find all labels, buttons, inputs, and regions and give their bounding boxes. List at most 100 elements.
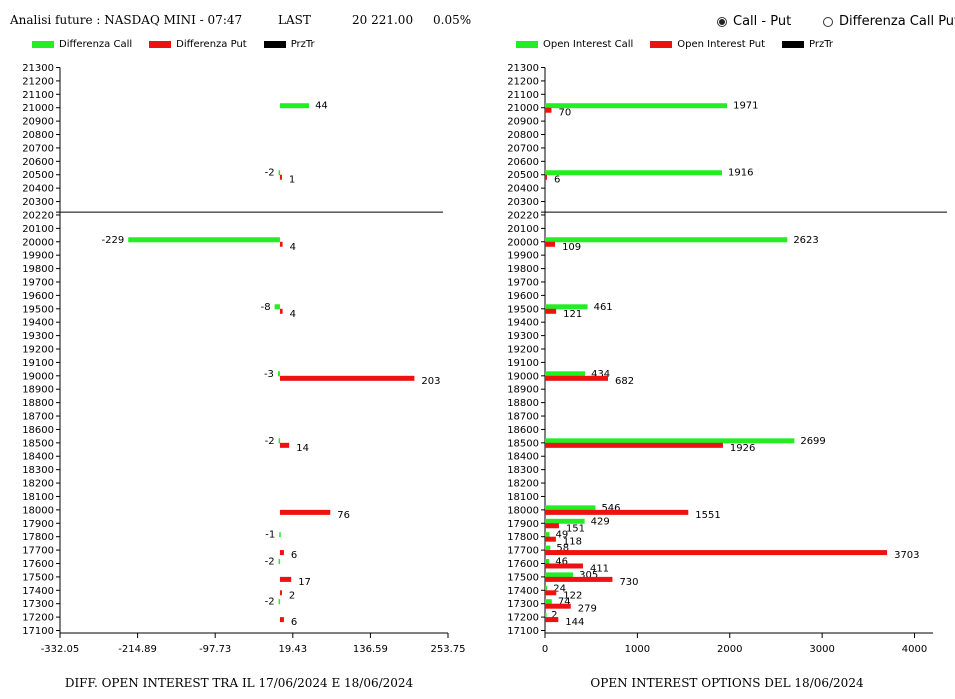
right-x-tick-label: 1000 [625,644,650,655]
left-put-data-label: 1 [289,175,295,186]
right-y-tick-label: 19300 [507,331,539,342]
right-put-bar [545,107,552,113]
right-y-tick-label: 17700 [507,546,539,557]
left-put-bar [279,617,284,623]
left-y-tick-label: 18200 [22,479,54,490]
left-y-tick-label: 17500 [22,572,54,583]
right-y-tick-label: 20800 [507,130,539,141]
legend-swatch-price [263,41,286,48]
right-put-bar [545,442,723,448]
right-y-tick-label: 19000 [507,371,539,382]
right-y-tick-label: 20000 [507,237,539,248]
left-call-data-label: -2 [265,436,275,447]
right-put-data-label: 279 [578,604,597,615]
right-y-tick-label: 18000 [507,505,539,516]
right-call-bar [545,545,551,551]
legend-item-oi-call: Open Interest Call [516,39,633,50]
right-call-bar [545,518,585,524]
right-put-bar [545,509,689,515]
right-y-tick-label: 17200 [507,613,539,624]
right-put-data-label: 411 [590,563,609,574]
left-y-tick-label: 18900 [22,385,54,396]
left-call-bar [278,599,281,605]
left-y-tick-label: 20000 [22,237,54,248]
right-call-bar [545,371,586,377]
left-put-bar [279,590,282,596]
left-put-data-label: 6 [291,550,297,561]
left-put-data-label: 2 [289,590,295,601]
right-call-data-label: 546 [601,503,620,514]
legend-swatch-oi-call [516,41,538,48]
right-put-data-label: 682 [615,376,634,387]
right-call-bar [545,170,723,176]
right-y-tick-label: 17300 [507,599,539,610]
right-y-tick-label: 20500 [507,170,539,181]
left-y-tick-label: 19800 [22,264,54,275]
right-y-tick-label: 18200 [507,479,539,490]
left-y-tick-label: 19700 [22,277,54,288]
right-y-tick-label: 19500 [507,304,539,315]
left-y-tick-label: 20220 [22,210,54,221]
right-call-data-label: 2699 [800,436,825,447]
right-y-tick-label: 17400 [507,586,539,597]
right-call-bar [545,438,795,444]
last-label: LAST [278,13,311,27]
left-x-tick-label: 19.43 [278,644,307,655]
left-put-bar [279,174,282,180]
legend-swatch-oi-put [650,41,673,48]
radio-differenza-call-put[interactable]: Differenza Call Put [823,14,955,29]
left-y-tick-label: 17900 [22,519,54,530]
left-y-tick-label: 19300 [22,331,54,342]
right-call-data-label: 305 [579,570,598,581]
left-y-tick-label: 20400 [22,184,54,195]
left-y-tick-label: 21200 [22,76,54,87]
radio-call-put-label: Call - Put [733,14,792,29]
left-y-tick-label: 17100 [22,626,54,637]
left-y-tick-label: 19400 [22,318,54,329]
left-y-tick-label: 21000 [22,103,54,114]
left-y-tick-label: 20800 [22,130,54,141]
right-put-data-label: 144 [565,617,584,628]
right-y-tick-label: 19900 [507,251,539,262]
left-y-tick-label: 18400 [22,452,54,463]
right-y-tick-label: 18800 [507,398,539,409]
left-y-tick-label: 20900 [22,117,54,128]
left-call-bar [279,103,310,109]
right-put-bar [545,523,559,529]
right-call-bar [545,103,728,109]
right-call-data-label: 1916 [728,168,753,179]
left-call-bar [277,371,280,377]
left-y-tick-label: 18500 [22,438,54,449]
right-call-bar [545,505,596,511]
right-put-bar [545,603,571,609]
left-call-data-label: -229 [102,235,125,246]
left-put-bar [279,308,283,314]
left-y-tick-label: 17800 [22,532,54,543]
right-call-data-label: 74 [558,597,571,608]
left-call-bar [279,532,281,538]
left-put-data-label: 6 [291,617,297,628]
right-put-bar [545,576,613,582]
right-call-data-label: 58 [556,543,569,554]
right-y-tick-label: 18700 [507,412,539,423]
right-legend: Open Interest Call Open Interest Put Prz… [516,39,850,50]
left-y-tick-label: 17300 [22,599,54,610]
radio-call-put[interactable]: Call - Put [717,14,791,29]
right-y-tick-label: 19400 [507,318,539,329]
right-x-tick-label: 2000 [717,644,742,655]
right-y-tick-label: 21000 [507,103,539,114]
right-x-tick-label: 3000 [809,644,834,655]
right-put-bar [545,617,559,623]
right-put-data-label: 6 [554,175,560,186]
right-put-bar [545,590,557,596]
right-y-tick-label: 17100 [507,626,539,637]
right-y-tick-label: 17600 [507,559,539,570]
left-call-data-label: -2 [265,556,275,567]
left-y-tick-label: 19600 [22,291,54,302]
right-y-tick-label: 17800 [507,532,539,543]
left-y-tick-label: 19900 [22,251,54,262]
radio-selected-icon [717,16,727,27]
right-put-bar [545,241,556,247]
right-call-bar [545,572,574,578]
left-legend: Differenza Call Differenza Put PrzTr [32,39,332,50]
